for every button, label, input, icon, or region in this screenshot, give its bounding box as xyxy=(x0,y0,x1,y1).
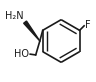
Polygon shape xyxy=(24,21,40,41)
Text: HO: HO xyxy=(14,49,29,59)
Text: H₂N: H₂N xyxy=(5,11,24,21)
Text: F: F xyxy=(85,20,91,30)
